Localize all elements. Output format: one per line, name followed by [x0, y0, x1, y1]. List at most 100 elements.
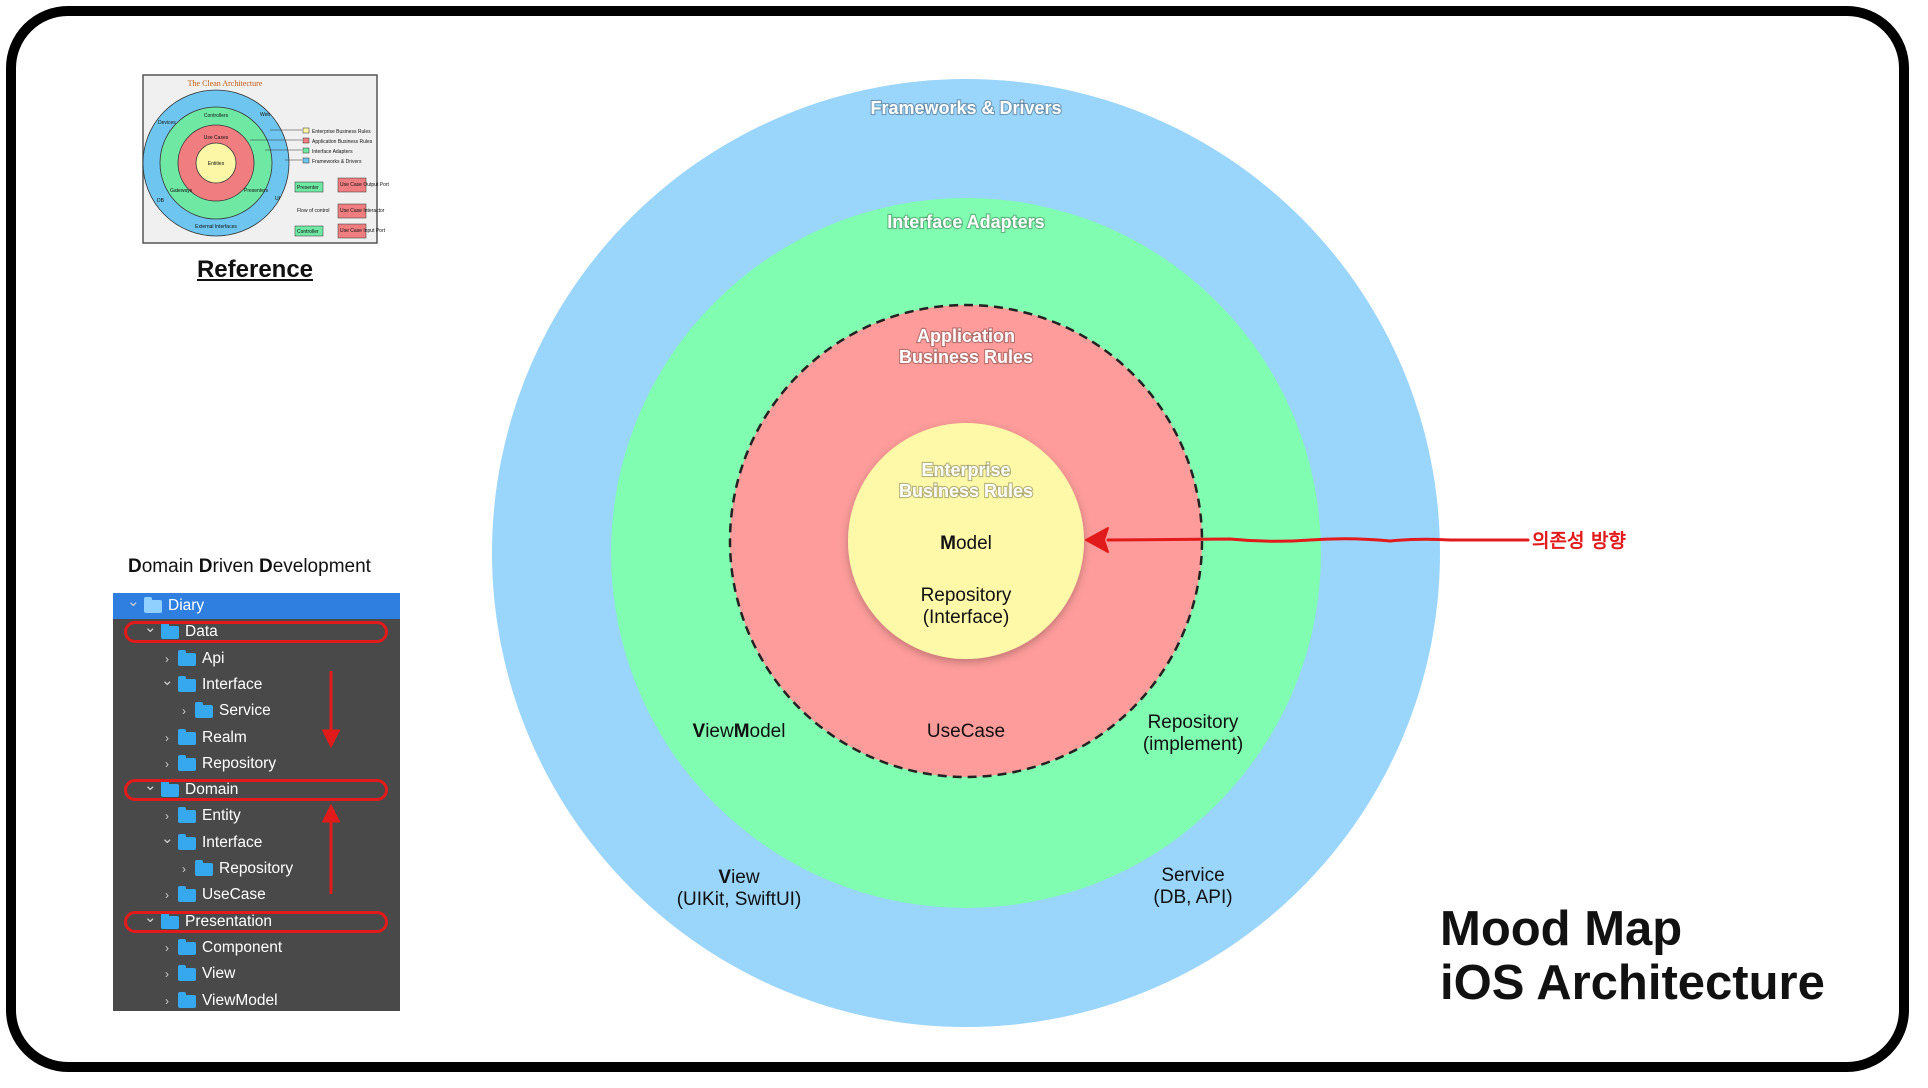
highlight-outline [124, 621, 388, 644]
thumb-label-ui: UI [275, 196, 280, 202]
chevron-right-icon[interactable]: › [165, 809, 169, 824]
arrow-up-icon [321, 803, 341, 894]
tree-item-label: Component [202, 938, 283, 956]
highlight-outline [124, 779, 388, 802]
main-title: Mood Map iOS Architecture [1440, 902, 1825, 1010]
tree-item-api[interactable]: › Api [113, 646, 400, 672]
tree-item-label: Data [185, 623, 218, 641]
repository-implement-label-1: Repository [1148, 712, 1239, 733]
chevron-down-icon[interactable]: ⌄ [127, 593, 140, 610]
folder-icon [178, 675, 196, 692]
thumb-flow-interactor: Use Case Interactor [340, 208, 385, 214]
tree-item-service[interactable]: › Service [113, 698, 400, 724]
thumb-label-entities: Entities [208, 161, 225, 167]
repository-implement-label-2: (implement) [1143, 734, 1243, 755]
enterprise-rules-label-1: Enterprise [921, 460, 1010, 480]
dependency-direction-label: 의존성 방향 [1532, 530, 1627, 552]
chevron-right-icon[interactable]: › [165, 888, 169, 903]
chevron-down-icon[interactable]: ⌄ [161, 671, 174, 689]
folder-icon [178, 938, 196, 955]
thumb-flow-input: Use Case Input Port [340, 228, 386, 234]
tree-item-label: Interface [202, 833, 263, 851]
tree-item-label: Repository [219, 860, 294, 877]
repository-interface-label-2: (Interface) [923, 607, 1010, 628]
thumb-label-web: Web [260, 112, 270, 118]
chevron-right-icon[interactable]: › [165, 967, 169, 982]
enterprise-core [848, 423, 1084, 659]
tree-item-interface[interactable]: ⌄ Interface [113, 830, 400, 856]
chevron-right-icon[interactable]: › [165, 651, 169, 666]
folder-icon [161, 781, 179, 798]
ddd-title: Domain Driven Development [128, 556, 371, 577]
tree-item-label: Realm [202, 728, 247, 746]
chevron-right-icon[interactable]: › [165, 730, 169, 745]
service-label-1: Service [1161, 865, 1224, 886]
chevron-right-icon[interactable]: › [165, 940, 169, 955]
thumb-label-usecases: Use Cases [204, 135, 229, 141]
main-title-line-2: iOS Architecture [1440, 956, 1825, 1010]
chevron-right-icon[interactable]: › [182, 704, 186, 719]
application-rules-label-1: Application [917, 326, 1015, 346]
tree-item-usecase[interactable]: › UseCase [113, 882, 400, 908]
folder-icon [161, 623, 179, 640]
thumb-label-devices: Devices [158, 120, 176, 126]
usecase-label: UseCase [927, 721, 1005, 742]
tree-item-label: ViewModel [202, 991, 278, 1009]
chevron-right-icon[interactable]: › [165, 756, 169, 771]
tree-item-interface[interactable]: ⌄ Interface [113, 672, 400, 698]
tree-item-realm[interactable]: › Realm [113, 725, 400, 751]
thumb-flow-presenter: Presenter [297, 185, 319, 191]
view-label-1: View [718, 867, 759, 888]
folder-icon [178, 649, 196, 666]
tree-item-label: Domain [185, 781, 239, 799]
tree-item-label: Interface [202, 675, 263, 693]
tree-item-viewmodel[interactable]: › ViewModel [113, 988, 400, 1014]
folder-icon [195, 702, 213, 719]
tree-item-domain[interactable]: ⌄ Domain [113, 777, 400, 803]
frameworks-drivers-label: Frameworks & Drivers [870, 98, 1061, 118]
enterprise-rules-label-2: Business Rules [899, 481, 1033, 501]
thumb-legend-3: Frameworks & Drivers [312, 159, 362, 165]
tree-item-repository[interactable]: › Repository [113, 751, 400, 777]
thumb-legend-1: Application Business Rules [312, 139, 373, 145]
folder-icon [178, 833, 196, 850]
tree-item-label: Repository [202, 754, 277, 772]
folder-icon [195, 860, 213, 876]
chevron-right-icon[interactable]: › [182, 862, 186, 876]
thumb-label-gateways: Gateways [170, 188, 193, 194]
thumb-flow-output: Use Case Output Port [340, 182, 390, 188]
tree-item-label: Diary [168, 597, 205, 614]
tree-item-label: Entity [202, 807, 241, 825]
chevron-right-icon[interactable]: › [165, 993, 169, 1008]
tree-item-view[interactable]: › View [113, 961, 400, 987]
thumb-flow-controller: Controller [297, 229, 319, 235]
chevron-down-icon[interactable]: ⌄ [161, 829, 174, 847]
viewmodel-label: ViewModel [693, 721, 786, 742]
thumb-label-external: External Interfaces [195, 224, 237, 230]
main-title-line-1: Mood Map [1440, 902, 1683, 956]
highlight-outline [124, 910, 388, 933]
dependency-arrow [1085, 527, 1530, 553]
tree-item-repository[interactable]: › Repository [113, 856, 400, 882]
layer-dependency-arrows [321, 671, 341, 894]
tree-item-label: Service [219, 702, 271, 720]
tree-item-label: UseCase [202, 886, 266, 904]
folder-icon [161, 912, 179, 929]
tree-item-entity[interactable]: › Entity [113, 803, 400, 829]
application-rules-label-2: Business Rules [899, 347, 1033, 367]
model-label: Model [940, 533, 992, 554]
tree-item-component[interactable]: › Component [113, 935, 400, 961]
tree-item-diary[interactable]: ⌄ Diary [113, 593, 400, 619]
folder-icon [178, 807, 196, 824]
service-label-2: (DB, API) [1153, 887, 1232, 908]
folder-icon [178, 728, 196, 745]
folder-icon [178, 991, 196, 1008]
arrow-down-icon [321, 671, 341, 749]
thumbnail-title: The Clean Architecture [188, 79, 263, 88]
folder-icon [144, 597, 162, 613]
thumb-label-controllers: Controllers [204, 113, 229, 119]
thumb-legend-2: Interface Adapters [312, 149, 353, 155]
folder-icon [178, 965, 196, 982]
thumb-label-presenters: Presenters [244, 188, 269, 194]
